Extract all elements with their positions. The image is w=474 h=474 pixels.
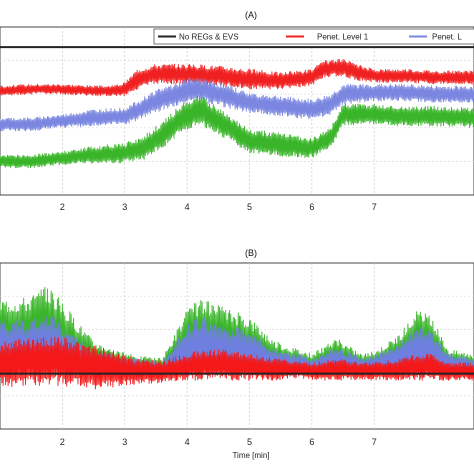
panel-b-x-tick-label-1: 3 [122,437,127,447]
panel-b-x-tick-label-0: 2 [60,437,65,447]
panel-b-x-tick-label-5: 7 [372,437,377,447]
legend-label-no-regs: No REGs & EVS [179,33,239,42]
panel-b-x-tick-label-3: 5 [247,437,252,447]
panel-a-title: (A) [245,10,257,20]
panel-b-series [0,286,474,390]
legend-label-level-1: Penet. Level 1 [317,33,369,42]
panel-a-x-tick-label-1: 3 [122,202,127,212]
panel-a-x-ticks: 2 3 4 5 6 7 [60,202,377,212]
panel-a-x-tick-label-3: 5 [247,202,252,212]
legend-label-level-2: Penet. L [432,33,462,42]
panel-a-x-tick-label-0: 2 [60,202,65,212]
panel-b-chart: (B) 2 3 4 5 6 7 Time [min] [0,248,474,460]
legend-box [153,28,474,45]
panel-b-x-axis-label: Time [min] [232,451,269,460]
panel-a-x-tick-label-4: 6 [309,202,314,212]
panel-a-chart: (A) 2 3 4 5 6 7 No REGs & EVS Penet. Level 1 … [0,10,474,212]
legend: No REGs & EVS Penet. Level 1 Penet. L [153,28,474,45]
panel-a-series [0,46,474,169]
panel-a-series-line-2 [0,77,474,132]
panel-b-title: (B) [245,248,257,258]
panel-b-x-tick-label-2: 4 [185,437,190,447]
panel-a-series-line-1 [0,58,474,97]
panel-a-series-line-3 [0,95,474,169]
panel-a-x-tick-label-5: 7 [372,202,377,212]
panel-b-x-ticks: 2 3 4 5 6 7 [60,437,377,447]
panel-a-x-tick-label-2: 4 [185,202,190,212]
panel-b-x-tick-label-4: 6 [309,437,314,447]
